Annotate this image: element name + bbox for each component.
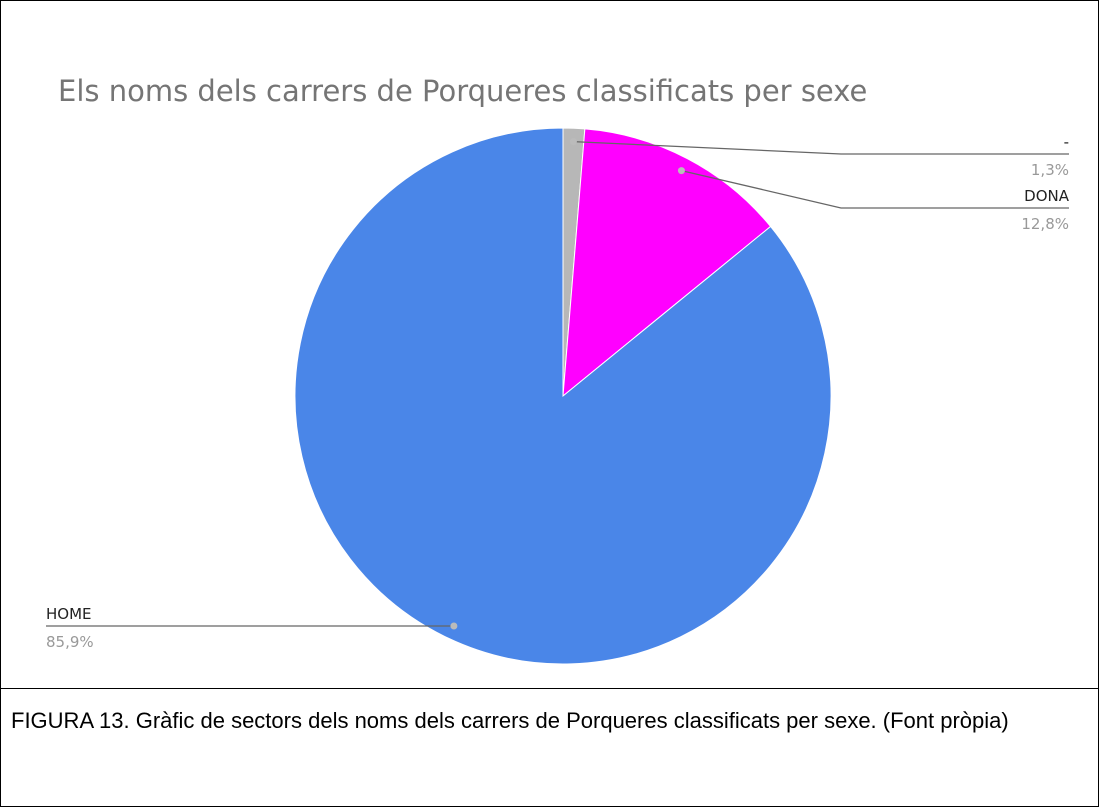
slice-label: - [1064,133,1069,151]
pie-slice [562,128,772,398]
leader-dot [569,138,577,146]
chart: Els noms dels carrers de Porqueres class… [46,74,1070,665]
leader-line [573,140,1069,155]
slice-label: HOME [46,605,92,623]
slice-value-label: 12,8% [1021,215,1069,233]
chart-title: Els noms dels carrers de Porqueres class… [58,74,867,108]
slice-value-label: 1,3% [1031,161,1069,179]
leader-dot [450,622,458,630]
leader-line [681,169,1069,209]
slice-label: DONA [1024,187,1070,205]
caption: FIGURA 13. Gràfic de sectors dels noms d… [1,688,1098,805]
leader-dot [677,167,685,175]
pie-slice [294,127,832,665]
slice-value-label: 85,9% [46,633,94,651]
